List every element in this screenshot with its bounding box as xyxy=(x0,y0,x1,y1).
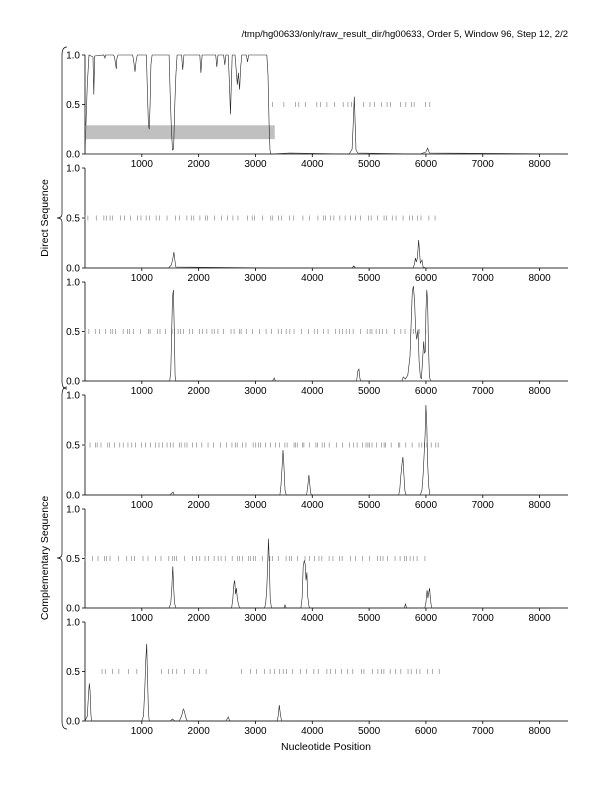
x-tick-label: 4000 xyxy=(301,613,324,624)
group-bracket xyxy=(56,46,68,390)
series-line xyxy=(85,285,568,382)
panel-4: 0.0 0.5 1.0 1000 2000 3000 4000 5000 6000 7000 800… xyxy=(66,391,568,511)
x-tick-label: 2000 xyxy=(188,613,211,624)
series-line xyxy=(85,538,568,609)
x-tick-label: 6000 xyxy=(415,159,438,170)
x-tick-label: 7000 xyxy=(472,500,495,511)
x-tick-label: 4000 xyxy=(301,159,324,170)
y-tick-label: 0.5 xyxy=(66,327,80,338)
x-tick-label: 2000 xyxy=(188,159,211,170)
x-tick-label: 5000 xyxy=(358,159,381,170)
panel-1: 0.0 0.5 1.0 1000 2000 3000 4000 5000 6000 7000 800… xyxy=(66,51,569,170)
chart-panels: 0.0 0.5 1.0 1000 2000 3000 4000 5000 6000 7000 800… xyxy=(66,51,569,737)
x-tick-label: 7000 xyxy=(472,273,495,284)
y-tick-label: 0.0 xyxy=(66,491,80,502)
x-tick-label: 1000 xyxy=(131,386,154,397)
x-tick-label: 1000 xyxy=(131,726,154,737)
y-tick-label: 0.5 xyxy=(66,100,80,111)
x-tick-label: 3000 xyxy=(244,386,267,397)
x-tick-label: 8000 xyxy=(528,159,551,170)
y-tick-label: 1.0 xyxy=(66,391,80,402)
y-tick-label: 1.0 xyxy=(66,618,80,629)
x-tick-label: 8000 xyxy=(528,613,551,624)
x-tick-label: 5000 xyxy=(358,500,381,511)
x-tick-label: 7000 xyxy=(472,159,495,170)
group-bracket xyxy=(56,386,68,730)
x-tick-label: 6000 xyxy=(415,613,438,624)
x-tick-label: 3000 xyxy=(244,613,267,624)
x-tick-label: 8000 xyxy=(528,386,551,397)
y-tick-label: 0.0 xyxy=(66,717,80,728)
series-line xyxy=(84,54,569,155)
y-tick-label: 1.0 xyxy=(66,505,80,516)
x-tick-label: 4000 xyxy=(301,386,324,397)
x-tick-label: 3000 xyxy=(244,500,267,511)
panel-5: 0.0 0.5 1.0 1000 2000 3000 4000 5000 6000 7000 800… xyxy=(66,505,568,624)
x-tick-label: 1000 xyxy=(131,500,154,511)
y-tick-label: 0.5 xyxy=(66,441,80,452)
chart-header-title: /tmp/hg00633/only/raw_result_dir/hg00633… xyxy=(242,29,568,40)
panel-6: 0.0 0.5 1.0 1000 2000 3000 4000 5000 6000 7000 800… xyxy=(66,618,568,737)
x-tick-label: 4000 xyxy=(301,273,324,284)
x-tick-label: 4000 xyxy=(301,726,324,737)
x-tick-label: 1000 xyxy=(131,159,154,170)
y-tick-label: 0.0 xyxy=(66,264,80,275)
x-tick-label: 7000 xyxy=(472,726,495,737)
x-tick-label: 5000 xyxy=(358,386,381,397)
y-tick-label: 0.0 xyxy=(66,377,80,388)
x-tick-label: 8000 xyxy=(528,273,551,284)
x-tick-label: 1000 xyxy=(131,273,154,284)
x-tick-label: 5000 xyxy=(358,273,381,284)
series-line xyxy=(84,643,568,722)
x-tick-label: 2000 xyxy=(188,386,211,397)
x-tick-label: 6000 xyxy=(415,273,438,284)
group-label: Complementary Sequence xyxy=(39,496,51,620)
x-tick-label: 3000 xyxy=(244,726,267,737)
y-tick-label: 1.0 xyxy=(66,278,80,289)
highlight-bar xyxy=(85,125,275,140)
x-axis-label: Nucleotide Position xyxy=(281,741,371,753)
series-line xyxy=(85,239,568,269)
y-tick-label: 0.0 xyxy=(66,604,80,615)
x-tick-label: 7000 xyxy=(472,386,495,397)
group-brackets: Direct Sequence Complementary Sequence xyxy=(39,46,68,730)
panel-2: 0.0 0.5 1.0 1000 2000 3000 4000 5000 6000 7000 800… xyxy=(66,164,568,284)
x-tick-label: 5000 xyxy=(358,726,381,737)
x-tick-label: 3000 xyxy=(244,159,267,170)
x-tick-label: 3000 xyxy=(244,273,267,284)
y-tick-label: 1.0 xyxy=(66,51,80,62)
x-tick-label: 2000 xyxy=(188,726,211,737)
x-tick-label: 6000 xyxy=(415,726,438,737)
y-tick-label: 0.5 xyxy=(66,214,80,225)
y-tick-label: 0.5 xyxy=(66,667,80,678)
x-tick-label: 7000 xyxy=(472,613,495,624)
series-line xyxy=(85,404,568,496)
x-tick-label: 5000 xyxy=(358,613,381,624)
group-label: Direct Sequence xyxy=(39,179,51,257)
y-tick-label: 0.5 xyxy=(66,554,80,565)
x-tick-label: 4000 xyxy=(301,500,324,511)
x-tick-label: 8000 xyxy=(528,500,551,511)
y-tick-label: 0.0 xyxy=(66,150,80,161)
x-tick-label: 1000 xyxy=(131,613,154,624)
x-tick-label: 2000 xyxy=(188,500,211,511)
y-tick-label: 1.0 xyxy=(66,164,80,175)
x-tick-label: 2000 xyxy=(188,273,211,284)
x-tick-label: 8000 xyxy=(528,726,551,737)
x-tick-label: 6000 xyxy=(415,386,438,397)
panel-3: 0.0 0.5 1.0 1000 2000 3000 4000 5000 6000 7000 800… xyxy=(66,278,568,397)
x-tick-label: 6000 xyxy=(415,500,438,511)
